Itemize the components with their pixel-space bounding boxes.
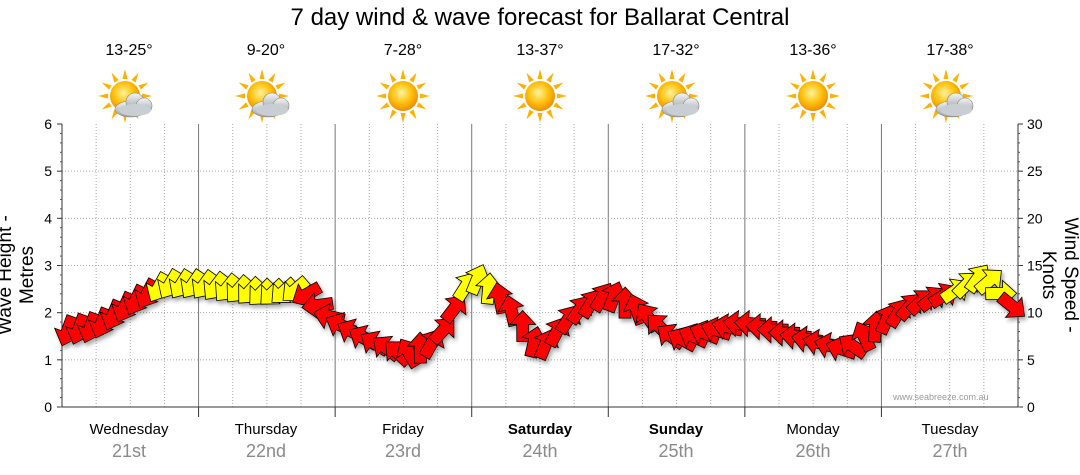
day-date: 24th — [522, 441, 558, 461]
day-date: 21st — [111, 441, 147, 461]
temp-range: 9-20° — [246, 42, 286, 59]
y-axis-label-right: Wind Speed - Knots — [1038, 217, 1080, 333]
wind-arrow — [973, 269, 1002, 296]
wind-arrow — [427, 318, 455, 347]
day-name: Thursday — [234, 421, 298, 438]
y-tick-label-left: 4 — [44, 210, 52, 226]
wind-arrow — [996, 291, 1025, 318]
credit-text: www.seabreeze.com.au — [893, 392, 989, 402]
day-name: Wednesday — [89, 421, 169, 438]
temp-range: 7-28° — [383, 42, 423, 59]
y-tick-label-right: 25 — [1027, 163, 1043, 179]
y-tick-label-right: 5 — [1027, 352, 1035, 368]
wind-arrow — [474, 272, 503, 305]
y-tick-label-left: 0 — [44, 399, 52, 415]
sun-icon — [371, 69, 435, 126]
day-name: Saturday — [507, 421, 573, 438]
day-name: Sunday — [648, 421, 704, 438]
y-tick-label-right: 10 — [1027, 305, 1043, 321]
day-date: 23rd — [384, 441, 422, 461]
y-tick-label-left: 5 — [44, 163, 52, 179]
y-tick-label-left: 1 — [44, 352, 52, 368]
wind-arrow — [439, 295, 467, 325]
y-tick-label-right: 15 — [1027, 258, 1043, 274]
day-date: 26th — [795, 441, 831, 461]
y-tick-label-left: 3 — [44, 258, 52, 274]
sun-icon — [781, 69, 845, 126]
day-name: Tuesday — [921, 421, 979, 438]
temp-range: 13-37° — [516, 42, 564, 59]
y-tick-label-right: 30 — [1027, 116, 1043, 132]
partly-cloudy-sun-icon — [234, 69, 298, 126]
partly-cloudy-sun-icon — [97, 69, 161, 126]
y-tick-label-right: 20 — [1027, 210, 1043, 226]
y-tick-label-left: 2 — [44, 305, 52, 321]
day-name: Monday — [786, 421, 840, 438]
y-tick-label-right: 0 — [1027, 399, 1035, 415]
temp-range: 17-38° — [926, 42, 974, 59]
wind-arrow — [464, 264, 491, 297]
y-tick-label-left: 6 — [44, 116, 52, 132]
temp-range: 17-32° — [652, 42, 700, 59]
temp-range: 13-25° — [105, 42, 153, 59]
day-date: 22nd — [245, 441, 287, 461]
day-date: 27th — [932, 441, 968, 461]
partly-cloudy-sun-icon — [918, 69, 982, 126]
sun-icon — [508, 69, 572, 126]
day-name: Friday — [382, 421, 424, 438]
chart-title: 7 day wind & wave forecast for Ballarat … — [290, 4, 790, 31]
partly-cloudy-sun-icon — [644, 69, 708, 126]
day-date: 25th — [658, 441, 694, 461]
y-axis-label-left: Wave Height - Metres — [0, 215, 38, 335]
temp-range: 13-36° — [789, 42, 837, 59]
